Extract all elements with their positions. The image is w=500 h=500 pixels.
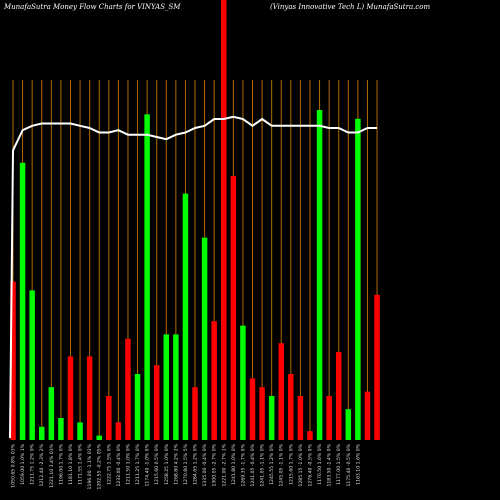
- x-tick-label: 1215.60 1.7% 0%: [288, 443, 294, 485]
- x-tick-label: 1241.80 1.0% 0%: [231, 443, 237, 485]
- flow-bar: [153, 365, 160, 440]
- flow-bar: [211, 321, 217, 440]
- flow-bar: [364, 391, 371, 440]
- x-tick-label: 1211.25 1.7% 0%: [135, 443, 141, 485]
- flow-bar: [86, 356, 93, 440]
- flow-bar: [173, 334, 179, 440]
- flow-bar: [29, 290, 35, 440]
- flow-bar: [125, 338, 131, 440]
- x-tick-label: 1175.40 -0.5% 0%: [346, 443, 352, 486]
- flow-bar: [182, 193, 189, 440]
- x-tick-label: 1268.80 4.2% 2%: [173, 443, 179, 485]
- x-tick-label: 1183.50 -1.4% 0%: [327, 443, 333, 486]
- flow-bar: [249, 378, 256, 440]
- x-axis-labels: 1050.65 0.8% 03% 1059.00 1.0% 1% 1211.75 1…: [11, 443, 362, 489]
- flow-bar: [106, 396, 112, 440]
- x-tick-label: 1196.00 1.7% 0%: [58, 443, 64, 485]
- flow-bar: [335, 352, 342, 440]
- x-tick-label: 1276.40 -0.5% 0%: [307, 443, 313, 486]
- flow-bar: [288, 374, 294, 440]
- flow-bar: [77, 422, 83, 440]
- flow-bar: [345, 409, 352, 440]
- flow-bar: [96, 435, 102, 440]
- x-tick-label: 1059.00 1.0% 1%: [20, 443, 26, 485]
- x-tick-label: 1241.05 -1.1% 0%: [260, 443, 266, 486]
- x-tick-label: 1245.55 1.2% 0%: [269, 443, 275, 485]
- flow-bar: [259, 387, 265, 440]
- flow-bar: [38, 426, 45, 440]
- money-flow-bars: [10, 0, 380, 441]
- flow-bar: [297, 396, 304, 440]
- x-tick-label: 1174.40 -1.0% 0%: [145, 443, 151, 486]
- flow-bar: [58, 418, 64, 440]
- flow-bar: [355, 118, 361, 441]
- flow-bar: [163, 334, 170, 440]
- x-tick-label: 1202.55 -0.2% 05%: [97, 443, 103, 489]
- price-line: [9, 115, 377, 439]
- x-tick-label: 1258.25 1.0% 0%: [164, 443, 170, 485]
- x-tick-label: 1221.00 -2.7% 1%: [221, 443, 227, 486]
- x-tick-label: 1284.65 1.2% 0%: [193, 443, 199, 485]
- chart-title: MunafaSutra Money Flow Charts for VINYAS…: [4, 3, 181, 11]
- price-line-path: [9, 115, 377, 439]
- flow-bar: [10, 281, 16, 440]
- x-tick-label: 1196.00 -1.1% 03%: [87, 443, 93, 489]
- flow-bar: [316, 110, 323, 440]
- x-tick-label: 1212.40 -2.3% 2%: [39, 443, 45, 486]
- flow-bar: [326, 396, 332, 440]
- chart-subtitle: (Vinyas Innovative Tech L) MunafaSutra.c…: [270, 3, 431, 11]
- x-tick-label: 1163.10 1.6% 0%: [355, 443, 361, 485]
- flow-bar: [192, 387, 198, 440]
- flow-bar: [230, 176, 237, 440]
- flow-bar: [115, 422, 122, 440]
- x-tick-label: 1232.00 -0.4% 0%: [116, 443, 122, 486]
- x-tick-label: 1245.05 -1.1% 0%: [279, 443, 285, 486]
- x-tick-label: 1211.75 1.2% 0%: [30, 443, 36, 485]
- flow-bar: [48, 387, 55, 440]
- x-tick-label: 1269.35 -1.7% 0%: [240, 443, 246, 486]
- x-tick-label: 1050.65 0.8% 03%: [11, 443, 17, 487]
- flow-bar: [374, 294, 380, 440]
- x-tick-label: 1222.75 1.5% 0%: [106, 443, 112, 485]
- flow-bar: [221, 0, 227, 440]
- grid-lines: [12, 80, 378, 440]
- x-tick-label: 1335.00 -0.4% 0%: [202, 443, 208, 486]
- flow-bar: [144, 114, 150, 441]
- flow-bar: [201, 237, 208, 440]
- flow-bar: [268, 396, 275, 440]
- x-tick-label: 1171.55 1.4% 0%: [78, 443, 84, 485]
- x-tick-label: 1170.50 1.6% 0%: [317, 443, 323, 485]
- x-tick-label: 1300.05 -2.7% 0%: [212, 443, 218, 486]
- x-tick-label: 1215.60 0.5% 0%: [154, 443, 160, 485]
- flow-bar: [134, 374, 141, 440]
- x-tick-label: 1285.15 -1.0% 0%: [298, 443, 304, 486]
- flow-bar: [240, 325, 246, 440]
- x-tick-label: 1177.00 1.5% 0%: [336, 443, 342, 485]
- flow-bar: [67, 356, 74, 440]
- x-tick-label: 1241.05 -0.4% 0%: [250, 443, 256, 486]
- x-tick-label: 1270.80 1.5% 5%: [183, 443, 189, 485]
- flow-bar: [307, 431, 313, 440]
- x-tick-label: 1181.10 1.8% 0%: [68, 443, 74, 485]
- x-tick-label: 1211.50 1.0% 0%: [125, 443, 131, 485]
- flow-bar: [278, 343, 284, 440]
- x-tick-label: 1221.10 3.4% 03%: [49, 443, 55, 487]
- flow-bar: [19, 162, 26, 441]
